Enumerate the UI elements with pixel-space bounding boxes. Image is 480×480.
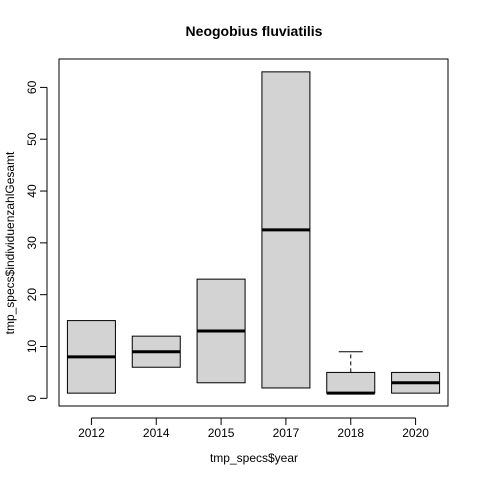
y-tick-label: 10 [25,340,39,354]
x-tick-label: 2017 [273,426,300,440]
y-tick-label: 30 [25,236,39,250]
chart-title: Neogobius fluviatilis [186,23,323,39]
box-2012 [66,320,116,394]
x-axis-label: tmp_specs$year [210,451,298,465]
plot-frame [58,58,449,407]
x-tick-label: 2012 [78,426,105,440]
x-tick-label: 2015 [208,426,235,440]
y-axis-label: tmp_specs$individuenzahlGesamt [3,151,17,334]
y-tick-label: 40 [25,184,39,198]
x-tick-label: 2018 [337,426,364,440]
box-2014 [131,335,181,368]
y-tick-label: 50 [25,132,39,146]
x-tick-label: 2020 [402,426,429,440]
box-2017 [261,71,311,389]
box-rect [326,371,376,394]
box-2015 [196,278,246,384]
box-2020 [391,371,441,394]
y-tick-label: 0 [25,395,39,402]
x-tick-label: 2014 [143,426,170,440]
y-tick-label: 20 [25,288,39,302]
y-tick-label: 60 [25,80,39,94]
box-2018 [326,351,376,395]
